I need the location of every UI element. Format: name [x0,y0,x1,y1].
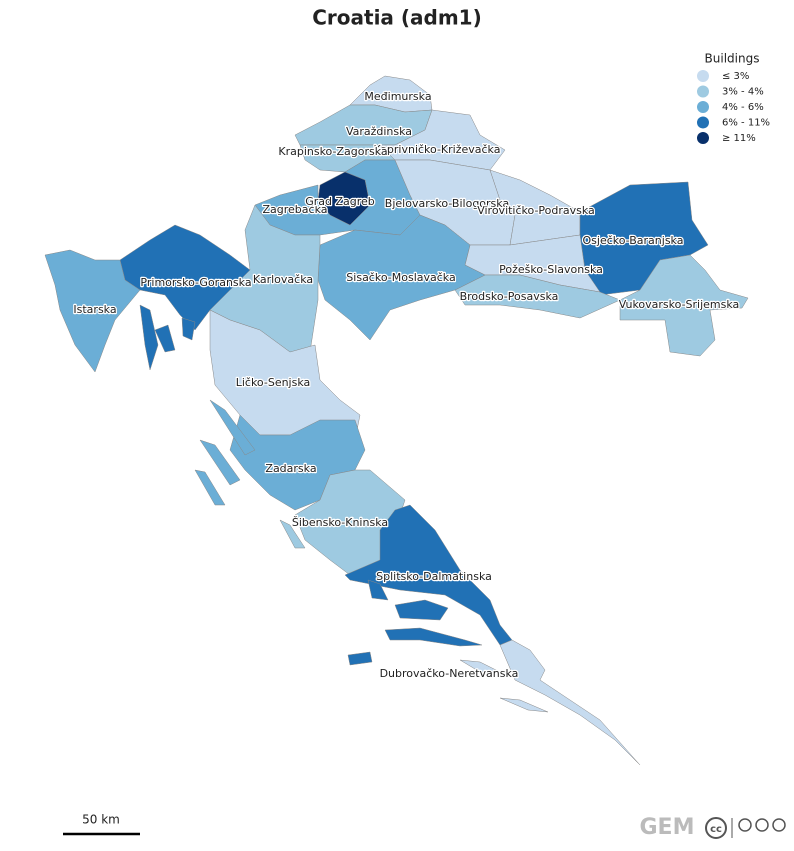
region-label: Koprivničko-Križevačka [374,143,501,156]
region-label: Karlovačka [253,273,313,286]
region [181,317,196,341]
region-label: Zadarska [265,462,316,475]
scale-bar: 50 km [63,813,140,836]
region-label: Bjelovarsko-Bilogorska [385,197,509,210]
region [154,324,176,353]
region-label: Varaždinska [346,125,412,138]
region [499,639,641,766]
legend-title: Buildings [705,52,760,66]
region [44,249,141,373]
legend-swatch [697,101,709,113]
credits: GEM cc [640,815,786,840]
region-label: Grad Zagreb [305,195,375,208]
legend-label: 6% - 11% [722,118,770,129]
legend: Buildings ≤ 3% 3% - 4% 4% - 6% 6% - 11% ≥ 11… [697,52,770,144]
region-label: Primorsko-Goranska [140,276,251,289]
region-label: Zagrebačka [263,203,328,216]
license-icon [705,817,727,839]
legend-label: ≥ 11% [722,133,756,144]
region [367,579,389,601]
logo: GEM [640,815,695,840]
region [279,519,306,549]
region-label: Vukovarsko-Srijemska [619,298,740,311]
region-label: Dubrovačko-Neretvanska [380,667,519,680]
legend-swatch [697,70,709,82]
region [317,214,486,341]
legend-swatch [697,85,709,98]
region-labels: Međimurska Varaždinska Koprivničko-Križeva… [72,89,740,682]
region [384,627,483,647]
regions [44,75,749,766]
region [499,697,549,713]
region-label: Krapinsko-Zagorska [278,145,387,158]
region [139,304,159,371]
region [209,399,256,456]
region [194,469,226,506]
license-label: cc [710,824,722,835]
region-label: Međimurska [364,90,431,103]
license-icon [738,818,752,832]
region-label: Požeško-Slavonska [499,263,603,276]
legend-label: 3% - 4% [722,87,764,98]
region-label: Istarska [73,303,116,316]
region [394,599,449,621]
region [199,439,241,486]
region-label: Splitsko-Dalmatinska [376,570,492,583]
region-label: Šibensko-Kninska [292,516,388,529]
region-label: Ličko-Senjska [236,376,311,389]
map-title: Croatia (adm1) [312,6,482,30]
region [347,651,373,666]
license-icon [772,818,786,832]
legend-label: ≤ 3% [722,71,749,82]
legend-swatch [697,132,709,144]
region [459,659,501,673]
legend-swatch [697,116,709,129]
region-label: Virovitičko-Podravska [477,204,595,217]
region-label: Osječko-Baranjska [583,234,684,247]
scale-label: 50 km [82,813,120,827]
license-icon [755,818,769,832]
region [119,224,251,331]
region [619,254,749,357]
region [317,171,371,226]
region-label: Brodsko-Posavska [460,290,559,303]
region-label: Sisačko-Moslavačka [346,271,455,284]
legend-label: 4% - 6% [722,102,764,113]
